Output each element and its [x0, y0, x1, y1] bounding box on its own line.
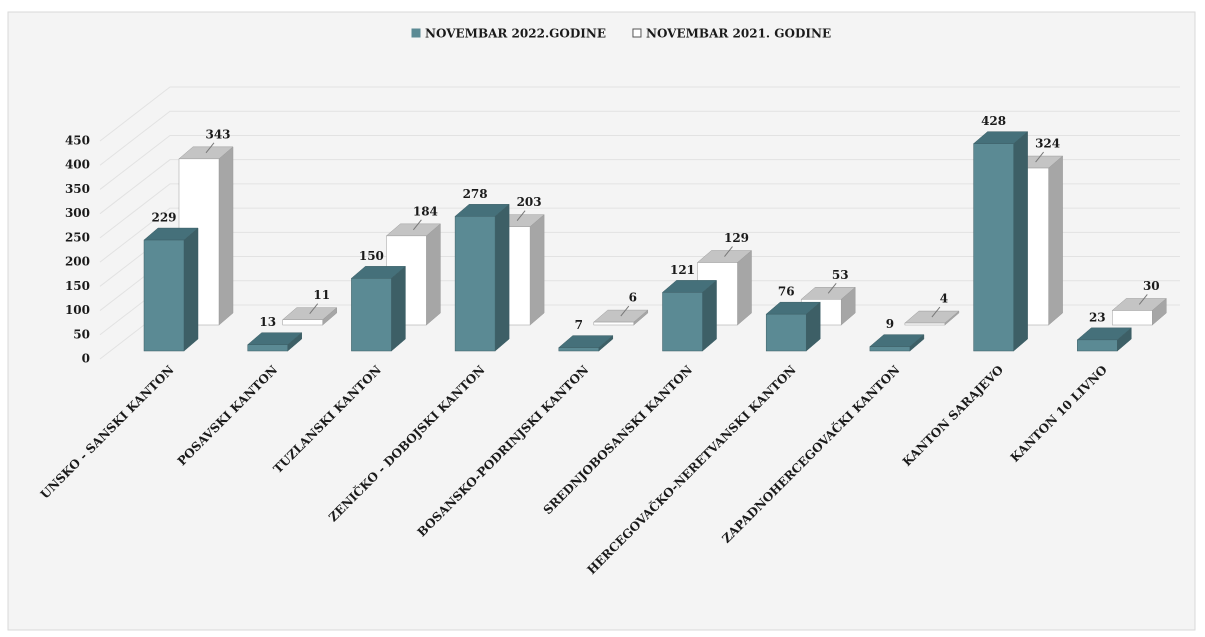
grid-line: [99, 86, 1180, 142]
data-label: 30: [1143, 279, 1160, 293]
bar: [454, 216, 496, 352]
bar: [143, 239, 185, 352]
data-label: 203: [517, 195, 542, 209]
leader-line: [724, 246, 733, 257]
y-tick-label: 150: [65, 279, 90, 293]
bar: [662, 292, 703, 352]
data-label: 121: [670, 263, 695, 277]
legend-swatch: [632, 28, 642, 38]
data-label: 23: [1089, 310, 1106, 324]
data-label: 13: [259, 315, 276, 329]
bar-side: [426, 223, 441, 326]
bar-side: [702, 279, 717, 352]
legend-label: NOVEMBAR 2021. GODINE: [646, 27, 831, 41]
bar-side: [183, 227, 199, 352]
leader-line: [620, 305, 630, 317]
data-label: 76: [778, 285, 795, 299]
legend-swatch: [411, 28, 421, 38]
data-label: 229: [151, 211, 176, 225]
bar-side: [1013, 131, 1028, 352]
data-label: 7: [575, 318, 583, 332]
leader-line: [1138, 294, 1148, 305]
leader-line: [309, 303, 319, 314]
bar: [1077, 339, 1118, 352]
bar: [904, 322, 946, 326]
bar-side: [494, 203, 510, 352]
y-tick-label: 200: [65, 255, 90, 269]
data-label: 150: [359, 249, 384, 263]
y-tick-label: 300: [65, 206, 90, 220]
data-label: 4: [940, 292, 948, 306]
data-label: 343: [205, 127, 230, 141]
leader-line: [413, 219, 422, 231]
legend-label: NOVEMBAR 2022.GODINE: [425, 27, 606, 41]
grid-line: [99, 207, 1180, 263]
leader-line: [931, 306, 941, 318]
bar-side: [218, 146, 234, 326]
data-label: 129: [724, 231, 749, 245]
y-tick-label: 0: [82, 352, 90, 366]
y-tick-label: 400: [65, 158, 90, 172]
data-label: 9: [886, 317, 894, 331]
leader-line: [205, 142, 215, 154]
leader-line: [1035, 151, 1044, 163]
data-label: 184: [413, 204, 438, 218]
data-label: 11: [313, 288, 330, 302]
data-label: 53: [832, 268, 849, 282]
y-tick-label: 50: [73, 327, 90, 341]
bar-side: [529, 214, 545, 326]
y-tick-label: 450: [65, 134, 90, 148]
data-label: 278: [463, 187, 488, 201]
bar: [351, 278, 392, 352]
bar: [973, 143, 1014, 352]
leader-line: [827, 283, 837, 294]
grid-line: [99, 110, 1180, 166]
y-tick-label: 100: [65, 303, 90, 317]
grid-line: [99, 134, 1180, 190]
bar-side: [1048, 155, 1063, 326]
bar: [765, 313, 807, 352]
bar: [282, 319, 323, 326]
y-tick-label: 250: [65, 230, 90, 244]
bar: [558, 347, 600, 352]
data-label: 6: [629, 291, 637, 305]
bar-side: [737, 249, 752, 326]
leader-line: [516, 210, 526, 221]
grid-line: [99, 159, 1180, 215]
y-tick-label: 350: [65, 182, 90, 196]
bar: [247, 344, 288, 352]
bar: [1112, 310, 1153, 326]
grid-line: [99, 183, 1180, 239]
bar-side: [391, 265, 406, 352]
data-label: 324: [1035, 137, 1060, 151]
bar: [869, 346, 911, 352]
bar: [593, 321, 635, 326]
data-label: 428: [981, 114, 1006, 128]
